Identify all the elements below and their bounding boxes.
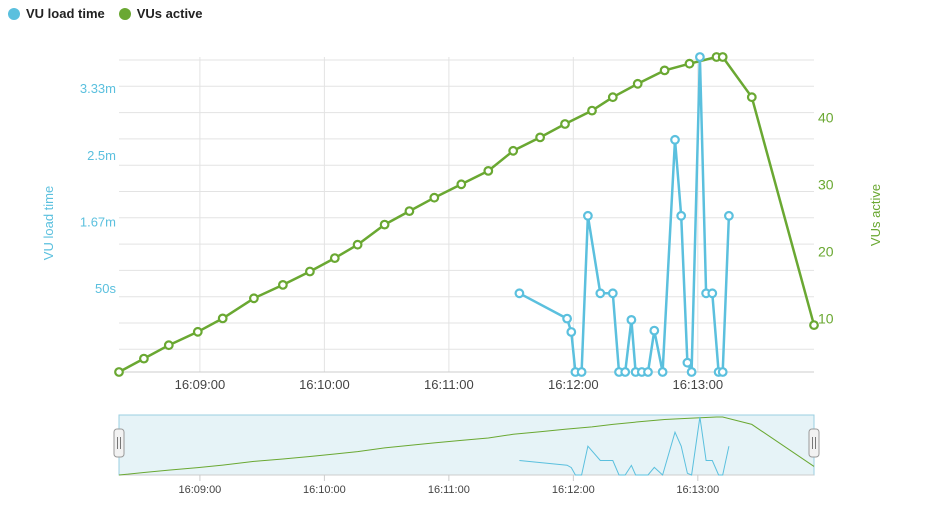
- data-point-vus-active[interactable]: [163, 340, 174, 351]
- data-point-load-time[interactable]: [676, 210, 687, 221]
- data-point-vus-active[interactable]: [379, 219, 390, 230]
- data-point-vus-active[interactable]: [217, 313, 228, 324]
- data-point-vus-active[interactable]: [192, 326, 203, 337]
- data-point-vus-active[interactable]: [809, 320, 819, 331]
- data-point-vus-active[interactable]: [352, 239, 363, 250]
- data-point-load-time[interactable]: [595, 288, 606, 299]
- data-point-vus-active[interactable]: [329, 253, 340, 264]
- data-point-vus-active[interactable]: [684, 58, 695, 69]
- data-point-vus-active[interactable]: [632, 78, 643, 89]
- data-point-load-time[interactable]: [643, 367, 653, 377]
- right-tick-label: 40: [818, 109, 834, 125]
- data-point-load-time[interactable]: [717, 367, 728, 377]
- data-point-vus-active[interactable]: [535, 132, 545, 143]
- right-axis-title: VUs active: [868, 184, 883, 246]
- right-tick-label: 10: [818, 310, 834, 326]
- data-point-vus-active[interactable]: [404, 206, 415, 217]
- x-tick-label: 16:10:00: [299, 377, 350, 392]
- navigator-tick-label: 16:09:00: [178, 484, 221, 496]
- x-tick-label: 16:13:00: [673, 377, 724, 392]
- data-point-vus-active[interactable]: [508, 145, 519, 156]
- data-point-vus-active[interactable]: [483, 165, 494, 176]
- data-point-vus-active[interactable]: [587, 105, 597, 116]
- left-tick-label: 1.67m: [80, 215, 116, 230]
- data-point-load-time[interactable]: [576, 367, 587, 377]
- right-tick-label: 20: [818, 243, 834, 259]
- x-tick-label: 16:11:00: [424, 377, 474, 392]
- data-point-load-time[interactable]: [670, 134, 680, 145]
- data-point-load-time[interactable]: [583, 210, 593, 221]
- data-point-vus-active[interactable]: [114, 367, 124, 377]
- legend-item-load-time[interactable]: VU load time: [8, 6, 105, 21]
- data-point-vus-active[interactable]: [607, 92, 618, 103]
- data-point-load-time[interactable]: [607, 288, 618, 299]
- legend-swatch-load-time: [8, 7, 20, 20]
- data-point-vus-active[interactable]: [456, 179, 467, 190]
- legend-label-load-time: VU load time: [26, 6, 105, 21]
- right-tick-label: 30: [818, 176, 834, 192]
- data-point-vus-active[interactable]: [717, 52, 728, 62]
- x-tick-label: 16:09:00: [175, 377, 226, 392]
- data-point-vus-active[interactable]: [278, 280, 288, 290]
- navigator-series-load-time: [519, 416, 730, 476]
- navigator-series-vus-active: [118, 416, 815, 476]
- legend-item-vus-active[interactable]: VUs active: [118, 6, 203, 21]
- data-point-vus-active[interactable]: [746, 92, 757, 103]
- navigator-tick-label: 16:13:00: [676, 484, 719, 496]
- left-tick-label: 3.33m: [80, 81, 116, 96]
- data-point-load-time[interactable]: [514, 288, 525, 299]
- navigator-handle-left[interactable]: [113, 428, 125, 458]
- data-point-load-time[interactable]: [707, 288, 718, 299]
- legend-swatch-vus-active: [118, 7, 131, 20]
- left-tick-label: 50s: [95, 281, 116, 296]
- navigator-selected-range[interactable]: [118, 414, 815, 476]
- data-point-load-time[interactable]: [695, 52, 705, 62]
- data-point-load-time[interactable]: [657, 367, 668, 377]
- data-point-load-time[interactable]: [626, 315, 637, 325]
- x-tick-label: 16:12:00: [548, 377, 599, 392]
- data-point-load-time[interactable]: [724, 210, 734, 221]
- data-point-vus-active[interactable]: [305, 266, 315, 277]
- legend-label-vus-active: VUs active: [136, 6, 203, 21]
- data-point-load-time[interactable]: [649, 325, 660, 336]
- data-point-load-time[interactable]: [620, 367, 631, 377]
- data-point-vus-active[interactable]: [138, 353, 149, 364]
- navigator-tick-label: 16:10:00: [303, 484, 346, 496]
- data-point-load-time[interactable]: [566, 327, 577, 337]
- chart-legend: VU load time VUs active: [8, 6, 203, 21]
- series-line-vus-active: [118, 55, 816, 374]
- data-point-vus-active[interactable]: [560, 119, 570, 129]
- navigator-tick-label: 16:11:00: [428, 484, 470, 496]
- data-point-load-time[interactable]: [562, 313, 572, 324]
- data-point-vus-active[interactable]: [659, 65, 670, 76]
- navigator-tick-label: 16:12:00: [552, 484, 595, 496]
- left-axis-title: VU load time: [41, 186, 56, 260]
- data-point-load-time[interactable]: [686, 367, 697, 377]
- data-point-load-time[interactable]: [682, 357, 693, 368]
- data-point-vus-active[interactable]: [248, 293, 259, 304]
- navigator-handle-right[interactable]: [808, 428, 820, 458]
- left-tick-label: 2.5m: [87, 148, 116, 163]
- data-point-vus-active[interactable]: [429, 192, 440, 203]
